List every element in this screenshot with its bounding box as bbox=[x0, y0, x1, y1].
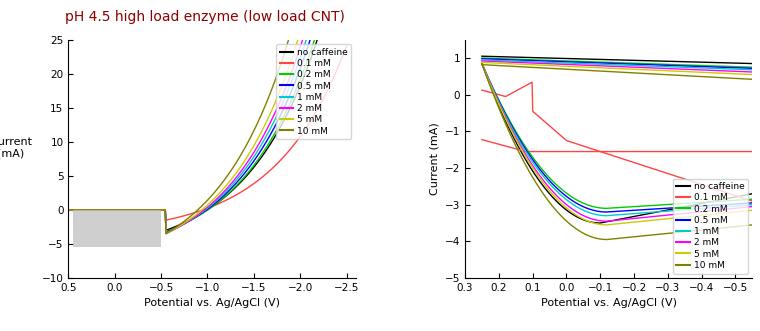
no caffeine bbox=[154, 208, 163, 212]
2 mM bbox=[154, 208, 163, 212]
0.1 mM bbox=[154, 208, 163, 212]
0.5 mM bbox=[64, 208, 73, 212]
Line: 0.2 mM: 0.2 mM bbox=[68, 0, 347, 232]
0.5 mM bbox=[175, 224, 184, 228]
Legend: no caffeine, 0.1 mM, 0.2 mM, 0.5 mM, 1 mM, 2 mM, 5 mM, 10 mM: no caffeine, 0.1 mM, 0.2 mM, 0.5 mM, 1 m… bbox=[276, 44, 351, 139]
Bar bbox=[73, 210, 161, 247]
1 mM bbox=[64, 208, 73, 212]
0.2 mM bbox=[239, 175, 249, 179]
2 mM bbox=[161, 232, 170, 236]
Line: 1 mM: 1 mM bbox=[68, 0, 347, 233]
2 mM bbox=[64, 208, 73, 212]
0.2 mM bbox=[64, 208, 73, 212]
0.1 mM bbox=[342, 44, 351, 48]
0.5 mM bbox=[154, 208, 163, 212]
0.2 mM bbox=[161, 230, 170, 234]
0.2 mM bbox=[154, 208, 163, 212]
no caffeine bbox=[175, 223, 184, 227]
Line: 0.5 mM: 0.5 mM bbox=[68, 0, 347, 232]
0.1 mM bbox=[97, 208, 106, 212]
0.5 mM bbox=[267, 131, 276, 135]
no caffeine bbox=[239, 177, 249, 181]
2 mM bbox=[239, 165, 249, 169]
Legend: no caffeine, 0.1 mM, 0.2 mM, 0.5 mM, 1 mM, 2 mM, 5 mM, 10 mM: no caffeine, 0.1 mM, 0.2 mM, 0.5 mM, 1 m… bbox=[673, 178, 748, 273]
10 mM bbox=[161, 232, 170, 236]
5 mM bbox=[239, 160, 249, 164]
0.1 mM bbox=[267, 167, 276, 171]
X-axis label: Potential vs. Ag/AgCl (V): Potential vs. Ag/AgCl (V) bbox=[144, 299, 280, 308]
0.1 mM bbox=[239, 188, 249, 192]
Line: 10 mM: 10 mM bbox=[68, 0, 347, 234]
1 mM bbox=[267, 125, 276, 129]
Y-axis label: Current (mA): Current (mA) bbox=[429, 122, 439, 195]
1 mM bbox=[239, 168, 249, 172]
5 mM bbox=[267, 110, 276, 114]
5 mM bbox=[161, 232, 170, 236]
0.1 mM bbox=[161, 218, 170, 222]
0.5 mM bbox=[265, 134, 274, 138]
10 mM bbox=[175, 223, 184, 227]
5 mM bbox=[154, 208, 163, 212]
0.1 mM bbox=[175, 215, 184, 219]
1 mM bbox=[175, 225, 184, 229]
Text: pH 4.5 high load enzyme (low load CNT): pH 4.5 high load enzyme (low load CNT) bbox=[65, 10, 345, 24]
5 mM bbox=[175, 224, 184, 228]
10 mM bbox=[64, 208, 73, 212]
2 mM bbox=[97, 208, 106, 212]
0.5 mM bbox=[239, 172, 249, 176]
0.5 mM bbox=[161, 230, 170, 234]
no caffeine bbox=[97, 208, 106, 212]
2 mM bbox=[175, 225, 184, 229]
0.2 mM bbox=[97, 208, 106, 212]
0.1 mM bbox=[265, 169, 274, 173]
0.2 mM bbox=[267, 137, 276, 141]
X-axis label: Potential vs. Ag/AgCl (V): Potential vs. Ag/AgCl (V) bbox=[540, 299, 676, 308]
2 mM bbox=[265, 121, 274, 125]
5 mM bbox=[265, 113, 274, 117]
5 mM bbox=[97, 208, 106, 212]
10 mM bbox=[154, 208, 163, 212]
1 mM bbox=[154, 208, 163, 212]
10 mM bbox=[267, 89, 276, 93]
0.1 mM bbox=[64, 208, 73, 212]
1 mM bbox=[97, 208, 106, 212]
Line: no caffeine: no caffeine bbox=[68, 0, 347, 230]
1 mM bbox=[265, 127, 274, 131]
Line: 5 mM: 5 mM bbox=[68, 0, 347, 234]
10 mM bbox=[239, 147, 249, 151]
0.2 mM bbox=[265, 140, 274, 144]
0.2 mM bbox=[175, 224, 184, 228]
10 mM bbox=[97, 208, 106, 212]
Line: 0.1 mM: 0.1 mM bbox=[68, 46, 347, 220]
10 mM bbox=[265, 92, 274, 96]
0.5 mM bbox=[97, 208, 106, 212]
no caffeine bbox=[64, 208, 73, 212]
1 mM bbox=[161, 231, 170, 235]
5 mM bbox=[64, 208, 73, 212]
Line: 2 mM: 2 mM bbox=[68, 0, 347, 234]
2 mM bbox=[267, 119, 276, 123]
no caffeine bbox=[267, 141, 276, 145]
Y-axis label: Current
(mA): Current (mA) bbox=[0, 137, 32, 159]
no caffeine bbox=[161, 228, 170, 232]
no caffeine bbox=[265, 143, 274, 147]
